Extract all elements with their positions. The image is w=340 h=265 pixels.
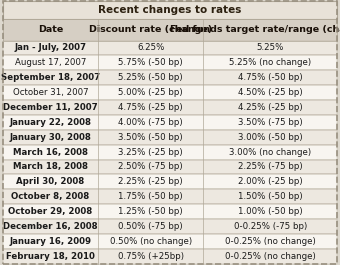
Text: 3.50% (-75 bp): 3.50% (-75 bp) bbox=[238, 118, 303, 127]
Bar bbox=[3, 160, 337, 174]
Text: Discount rate (change): Discount rate (change) bbox=[89, 25, 212, 34]
Text: January 22, 2008: January 22, 2008 bbox=[10, 118, 91, 127]
Text: December 16, 2008: December 16, 2008 bbox=[3, 222, 98, 231]
Text: 0.75% (+25bp): 0.75% (+25bp) bbox=[118, 252, 184, 261]
Text: 4.00% (-75 bp): 4.00% (-75 bp) bbox=[118, 118, 183, 127]
Bar bbox=[3, 130, 337, 145]
Bar bbox=[3, 70, 337, 85]
Text: 5.25% (-50 bp): 5.25% (-50 bp) bbox=[118, 73, 183, 82]
Text: October 31, 2007: October 31, 2007 bbox=[13, 88, 88, 97]
Bar bbox=[3, 85, 337, 100]
Text: 4.25% (-25 bp): 4.25% (-25 bp) bbox=[238, 103, 303, 112]
Text: 2.25% (-75 bp): 2.25% (-75 bp) bbox=[238, 162, 303, 171]
Bar bbox=[3, 204, 337, 219]
Text: 0-0.25% (no change): 0-0.25% (no change) bbox=[225, 252, 316, 261]
Text: 0.50% (-75 bp): 0.50% (-75 bp) bbox=[118, 222, 183, 231]
Text: 5.25% (no change): 5.25% (no change) bbox=[229, 58, 311, 67]
Text: October 8, 2008: October 8, 2008 bbox=[11, 192, 89, 201]
Bar bbox=[3, 219, 337, 234]
Text: 2.25% (-25 bp): 2.25% (-25 bp) bbox=[118, 177, 183, 186]
Text: 3.00% (no change): 3.00% (no change) bbox=[229, 148, 311, 157]
Text: 3.25% (-25 bp): 3.25% (-25 bp) bbox=[118, 148, 183, 157]
Text: March 18, 2008: March 18, 2008 bbox=[13, 162, 88, 171]
Bar bbox=[3, 189, 337, 204]
Text: 3.00% (-50 bp): 3.00% (-50 bp) bbox=[238, 133, 303, 142]
Bar bbox=[3, 234, 337, 249]
Bar bbox=[3, 145, 337, 160]
Text: 0-0.25% (no change): 0-0.25% (no change) bbox=[225, 237, 316, 246]
Text: 1.50% (-50 bp): 1.50% (-50 bp) bbox=[238, 192, 303, 201]
Bar bbox=[3, 41, 337, 55]
Text: 4.75% (-25 bp): 4.75% (-25 bp) bbox=[118, 103, 183, 112]
Text: 1.00% (-50 bp): 1.00% (-50 bp) bbox=[238, 207, 303, 216]
Text: 2.00% (-25 bp): 2.00% (-25 bp) bbox=[238, 177, 303, 186]
Bar bbox=[3, 115, 337, 130]
Text: 5.75% (-50 bp): 5.75% (-50 bp) bbox=[118, 58, 183, 67]
Text: Date: Date bbox=[38, 25, 63, 34]
Bar bbox=[3, 249, 337, 264]
Text: 0-0.25% (-75 bp): 0-0.25% (-75 bp) bbox=[234, 222, 307, 231]
Text: 5.25%: 5.25% bbox=[257, 43, 284, 52]
Text: 4.50% (-25 bp): 4.50% (-25 bp) bbox=[238, 88, 303, 97]
Text: 5.00% (-25 bp): 5.00% (-25 bp) bbox=[118, 88, 183, 97]
Text: 2.50% (-75 bp): 2.50% (-75 bp) bbox=[118, 162, 183, 171]
Text: March 16, 2008: March 16, 2008 bbox=[13, 148, 88, 157]
Text: 0.50% (no change): 0.50% (no change) bbox=[110, 237, 192, 246]
Text: October 29, 2008: October 29, 2008 bbox=[8, 207, 92, 216]
Text: February 18, 2010: February 18, 2010 bbox=[6, 252, 95, 261]
Text: 6.25%: 6.25% bbox=[137, 43, 165, 52]
Text: 1.25% (-50 bp): 1.25% (-50 bp) bbox=[118, 207, 183, 216]
Text: 4.75% (-50 bp): 4.75% (-50 bp) bbox=[238, 73, 303, 82]
Text: January 30, 2008: January 30, 2008 bbox=[10, 133, 91, 142]
Bar bbox=[3, 19, 337, 41]
Bar bbox=[3, 1, 337, 19]
Text: January 16, 2009: January 16, 2009 bbox=[10, 237, 91, 246]
Text: December 11, 2007: December 11, 2007 bbox=[3, 103, 98, 112]
Text: August 17, 2007: August 17, 2007 bbox=[15, 58, 86, 67]
Text: Fed funds target rate/range (change): Fed funds target rate/range (change) bbox=[170, 25, 340, 34]
Text: Jan - July, 2007: Jan - July, 2007 bbox=[14, 43, 86, 52]
Text: April 30, 2008: April 30, 2008 bbox=[16, 177, 85, 186]
Text: September 18, 2007: September 18, 2007 bbox=[1, 73, 100, 82]
Text: 3.50% (-50 bp): 3.50% (-50 bp) bbox=[118, 133, 183, 142]
Bar bbox=[3, 100, 337, 115]
Bar bbox=[3, 174, 337, 189]
Bar bbox=[3, 55, 337, 70]
Text: Recent changes to rates: Recent changes to rates bbox=[98, 5, 242, 15]
Text: 1.75% (-50 bp): 1.75% (-50 bp) bbox=[118, 192, 183, 201]
